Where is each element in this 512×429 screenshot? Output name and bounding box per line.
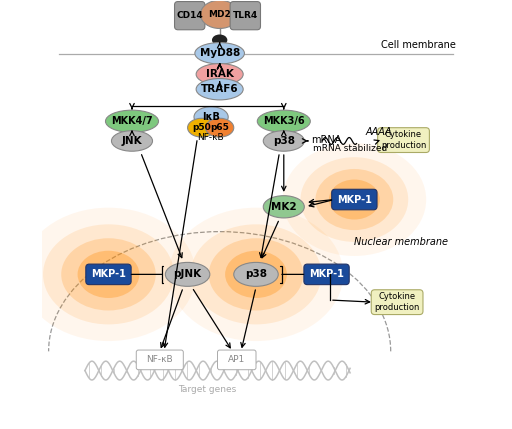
Text: p38: p38 <box>273 136 295 146</box>
Text: MD2: MD2 <box>208 10 231 19</box>
Ellipse shape <box>258 110 310 133</box>
Ellipse shape <box>225 251 287 298</box>
Ellipse shape <box>105 110 159 133</box>
Text: MKK3/6: MKK3/6 <box>263 116 305 126</box>
Ellipse shape <box>195 42 244 64</box>
Text: MK2: MK2 <box>271 202 296 212</box>
Ellipse shape <box>187 118 216 137</box>
Text: MKP-1: MKP-1 <box>309 269 344 279</box>
FancyBboxPatch shape <box>218 350 256 370</box>
Text: Cytokine
production: Cytokine production <box>381 130 426 150</box>
Ellipse shape <box>263 196 304 218</box>
Ellipse shape <box>283 143 426 256</box>
FancyBboxPatch shape <box>136 350 183 370</box>
Text: AAAA: AAAA <box>365 127 392 137</box>
Ellipse shape <box>329 180 380 220</box>
Ellipse shape <box>234 263 278 286</box>
Text: JNK: JNK <box>122 136 142 146</box>
Ellipse shape <box>205 118 234 137</box>
Ellipse shape <box>196 63 243 85</box>
Text: TLR4: TLR4 <box>232 11 258 20</box>
Text: pJNK: pJNK <box>174 269 202 279</box>
Text: Target genes: Target genes <box>178 385 236 394</box>
Text: mRNA stabilized: mRNA stabilized <box>313 144 387 153</box>
Ellipse shape <box>165 263 210 286</box>
Ellipse shape <box>43 224 174 324</box>
Text: NF-κB: NF-κB <box>197 133 224 142</box>
Ellipse shape <box>301 157 408 242</box>
FancyBboxPatch shape <box>332 189 377 210</box>
Ellipse shape <box>169 208 343 341</box>
Text: CD14: CD14 <box>176 11 203 20</box>
Text: MKP-1: MKP-1 <box>337 194 372 205</box>
Ellipse shape <box>194 107 228 127</box>
Text: MyD88: MyD88 <box>200 48 240 58</box>
FancyBboxPatch shape <box>175 2 205 30</box>
Text: IRAK: IRAK <box>206 69 233 79</box>
Text: Cell membrane: Cell membrane <box>381 40 456 50</box>
FancyBboxPatch shape <box>304 264 349 284</box>
Text: p38: p38 <box>245 269 267 279</box>
Ellipse shape <box>61 238 156 311</box>
Text: AP1: AP1 <box>228 355 245 364</box>
Ellipse shape <box>315 169 393 230</box>
Text: MKK4/7: MKK4/7 <box>111 116 153 126</box>
Text: IκB: IκB <box>202 112 220 122</box>
Text: TRAF6: TRAF6 <box>201 84 239 94</box>
FancyBboxPatch shape <box>230 2 261 30</box>
Ellipse shape <box>21 208 196 341</box>
Ellipse shape <box>78 251 139 298</box>
Ellipse shape <box>112 131 153 151</box>
Ellipse shape <box>190 224 322 324</box>
Text: MKP-1: MKP-1 <box>91 269 126 279</box>
Text: Nuclear membrane: Nuclear membrane <box>354 237 449 247</box>
Ellipse shape <box>209 238 303 311</box>
Text: NF-κB: NF-κB <box>146 355 173 364</box>
FancyBboxPatch shape <box>378 128 430 152</box>
Text: mRNA: mRNA <box>312 135 342 145</box>
Ellipse shape <box>200 0 239 28</box>
FancyBboxPatch shape <box>371 290 423 314</box>
Ellipse shape <box>196 79 243 100</box>
Ellipse shape <box>212 34 227 45</box>
Text: p50: p50 <box>193 123 211 132</box>
Ellipse shape <box>263 131 304 151</box>
FancyBboxPatch shape <box>86 264 131 284</box>
Text: Cytokine
production: Cytokine production <box>374 293 420 312</box>
Text: p65: p65 <box>210 123 229 132</box>
